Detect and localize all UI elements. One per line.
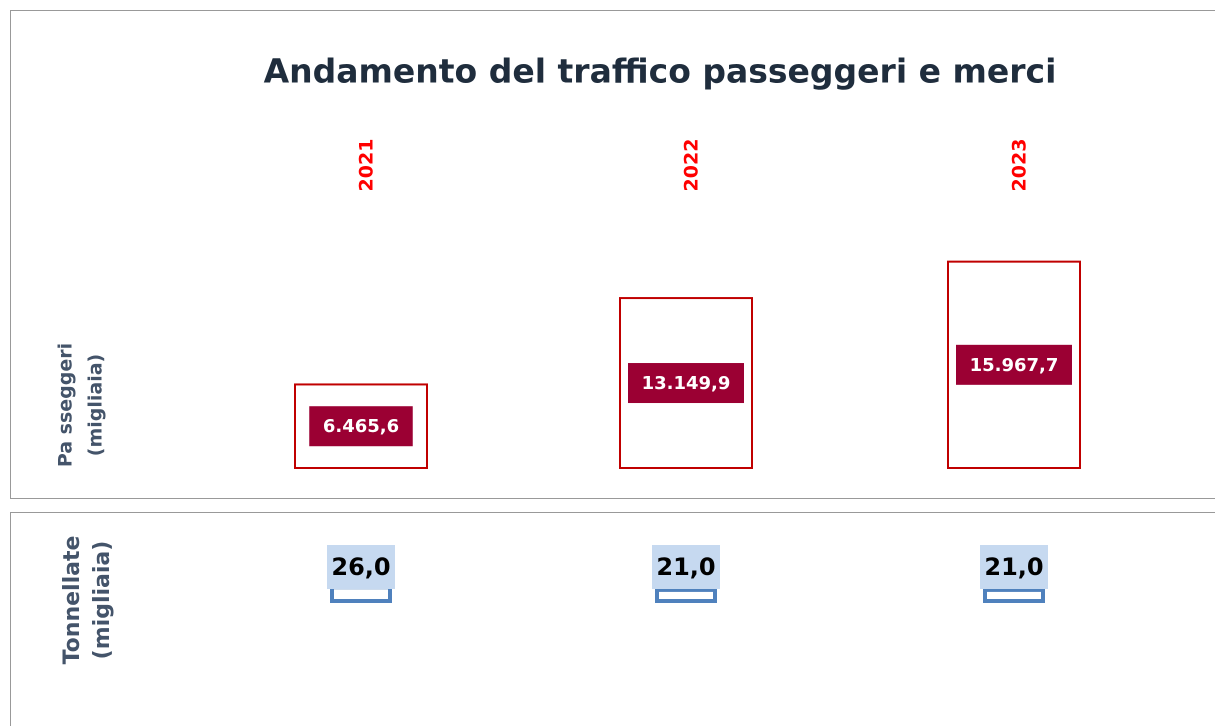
- data-label-box: [956, 344, 1072, 385]
- data-label: 15.967,7: [970, 355, 1059, 376]
- data-label: 26,0: [331, 553, 390, 581]
- bar: [983, 587, 1045, 604]
- data-label: 6.465,6: [323, 416, 399, 437]
- data-label-box: [628, 363, 744, 404]
- bar: [330, 585, 392, 603]
- data-label: 21,0: [656, 553, 715, 581]
- data-label-box: [652, 545, 720, 589]
- data-label-box: [980, 545, 1048, 589]
- data-label: 13.149,9: [642, 373, 731, 394]
- y-axis-label: (migliaia): [85, 354, 107, 456]
- x-tick-label: 2022: [681, 139, 703, 192]
- y-axis-label: Tonnellate: [60, 536, 85, 665]
- panel-frame: [10, 10, 1215, 499]
- panel-frame: [10, 512, 1215, 726]
- data-label-box: [327, 545, 395, 589]
- chart-title: Andamento del traffico passeggeri e merc…: [264, 52, 1057, 91]
- x-tick-label: 2021: [356, 139, 378, 192]
- data-label: 21,0: [984, 553, 1043, 581]
- x-tick-label: 2023: [1009, 139, 1031, 192]
- y-axis-label: Pa sseggeri: [55, 343, 77, 467]
- bar: [619, 297, 753, 469]
- y-axis-label: (migliaia): [90, 541, 115, 660]
- bar: [294, 383, 428, 469]
- data-label-box: [309, 406, 413, 447]
- bar: [947, 260, 1081, 470]
- bar: [655, 587, 717, 604]
